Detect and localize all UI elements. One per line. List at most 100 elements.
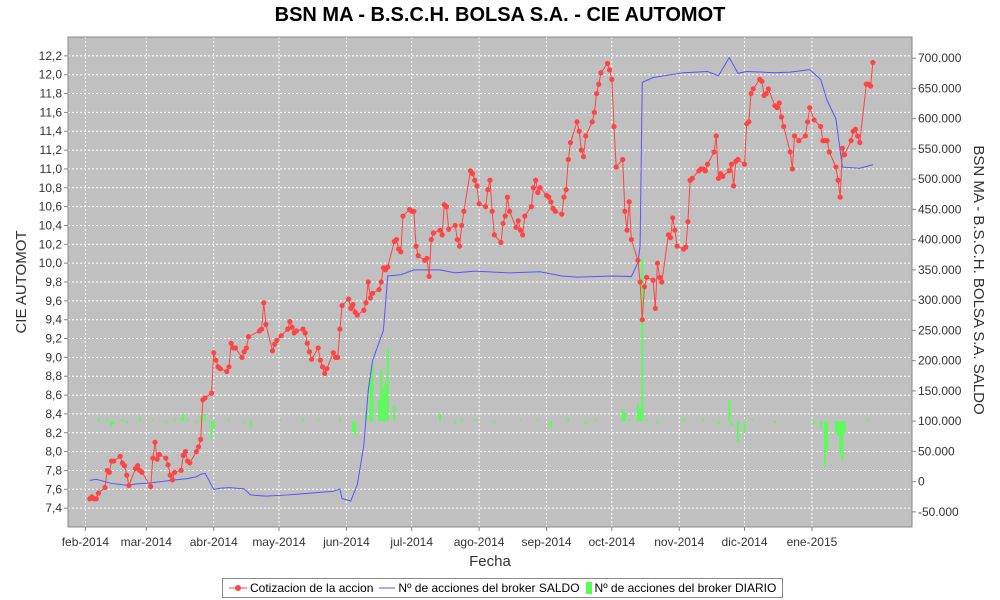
x-tick-label: feb-2014 <box>62 535 110 549</box>
daily-bar <box>493 421 496 423</box>
price-point <box>287 318 293 325</box>
price-point <box>580 154 587 160</box>
x-tick-label: oct-2014 <box>588 535 635 549</box>
price-point <box>398 249 404 255</box>
y-tick-label: 7,6 <box>45 482 62 496</box>
price-point <box>485 187 491 193</box>
price-point <box>302 330 308 336</box>
price-point <box>148 483 154 490</box>
daily-bar <box>182 413 185 422</box>
price-point <box>711 149 717 155</box>
x-tick-label: abr-2014 <box>190 535 238 549</box>
x-tick-label: dic-2014 <box>721 535 767 549</box>
price-point <box>824 138 830 144</box>
chart-title: BSN MA - B.S.C.H. BOLSA S.A. - CIE AUTOM… <box>275 4 726 26</box>
y2-tick-label: 350.000 <box>918 263 962 277</box>
price-point <box>178 467 184 474</box>
price-point <box>552 208 558 214</box>
price-point <box>589 119 595 125</box>
price-point <box>635 257 641 263</box>
daily-bar <box>636 404 639 422</box>
daily-bar <box>628 418 631 422</box>
y-tick-label: 9,6 <box>45 294 62 308</box>
price-point <box>426 273 432 279</box>
daily-bar <box>730 421 733 426</box>
legend-label-saldo: Nº de acciones del broker SALDO <box>398 581 580 595</box>
y-tick-label: 9,2 <box>45 332 62 346</box>
y2-tick-label: 500.000 <box>918 172 962 186</box>
price-point <box>713 133 719 139</box>
price-point <box>278 333 284 339</box>
daily-bar <box>393 406 396 422</box>
x-tick-label: may-2014 <box>252 535 306 549</box>
daily-bar <box>438 413 441 422</box>
daily-bar <box>519 419 522 422</box>
price-point <box>659 279 665 285</box>
price-point <box>517 227 524 233</box>
y2-tick-label: 50.000 <box>918 444 955 458</box>
daily-bar <box>243 421 246 423</box>
price-point <box>413 243 419 249</box>
price-point <box>559 211 565 217</box>
price-point <box>672 227 678 233</box>
y-tick-label: 9,4 <box>45 313 62 327</box>
price-point <box>430 230 437 236</box>
price-point <box>583 133 589 139</box>
daily-bar <box>743 421 746 434</box>
price-point <box>654 260 661 266</box>
price-point <box>121 463 128 469</box>
price-point <box>702 168 708 174</box>
price-point <box>689 175 695 181</box>
price-point <box>565 156 571 163</box>
price-point <box>667 235 674 241</box>
daily-bar <box>151 419 154 422</box>
price-point <box>715 175 722 181</box>
legend-swatch-saldo <box>379 587 396 589</box>
price-point <box>776 100 782 106</box>
y2-tick-label: -50.000 <box>918 505 959 519</box>
price-point <box>293 328 300 334</box>
saldo-series-line <box>89 56 873 502</box>
price-point <box>650 277 656 283</box>
daily-bar <box>682 417 685 422</box>
price-point <box>804 119 811 125</box>
price-point <box>187 460 193 466</box>
y-tick-label: 8,2 <box>45 426 62 440</box>
y-tick-label: 8,4 <box>45 407 62 421</box>
price-point <box>106 469 112 475</box>
price-point <box>759 78 765 84</box>
price-point <box>789 166 795 172</box>
y-tick-label: 8,0 <box>45 445 62 459</box>
price-point <box>363 300 369 306</box>
price-point <box>750 86 756 92</box>
price-point <box>322 370 328 377</box>
price-point <box>193 449 199 455</box>
price-point <box>728 161 735 167</box>
price-point <box>835 177 841 183</box>
price-point <box>437 227 443 233</box>
price-point <box>522 213 528 219</box>
price-point <box>456 243 463 249</box>
price-point <box>117 453 123 459</box>
daily-bar <box>386 348 389 422</box>
price-point <box>315 345 321 351</box>
price-point <box>735 156 741 163</box>
daily-bar <box>354 421 357 437</box>
price-point <box>528 204 534 210</box>
daily-bar <box>773 421 776 423</box>
daily-bar <box>186 419 189 422</box>
daily-bar <box>301 418 304 422</box>
daily-bar <box>826 421 829 451</box>
price-point <box>415 253 421 259</box>
price-point <box>428 236 434 243</box>
daily-bar <box>536 419 539 422</box>
price-point <box>533 177 539 183</box>
y2-tick-label: 650.000 <box>918 81 962 95</box>
price-point <box>852 126 859 132</box>
legend: Cotizacion de la accion Nº de acciones d… <box>222 578 784 598</box>
price-point <box>195 444 202 450</box>
price-point <box>361 307 367 313</box>
price-point <box>95 490 102 496</box>
price-point <box>261 300 267 306</box>
price-point <box>367 295 373 301</box>
